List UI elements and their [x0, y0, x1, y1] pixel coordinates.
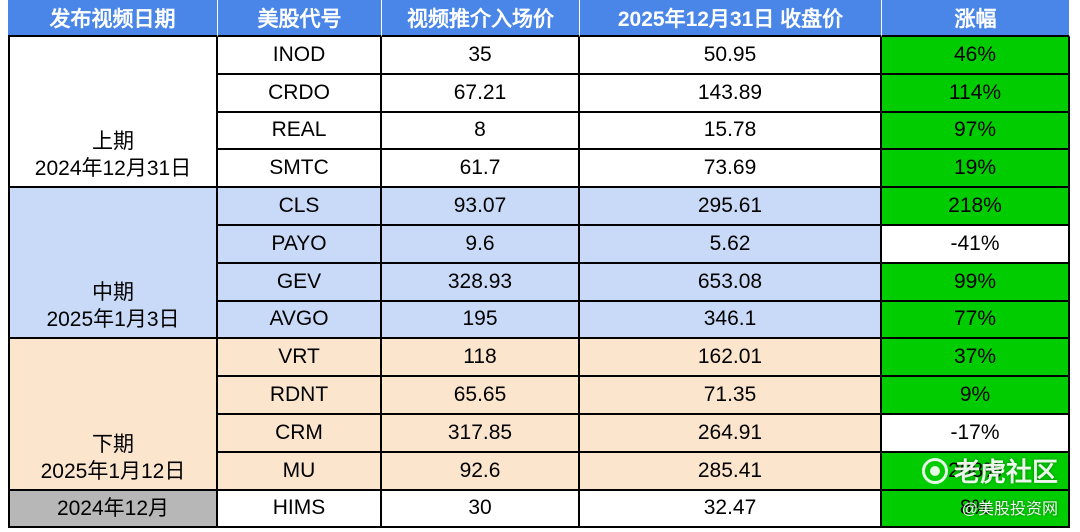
close-price-cell: 346.1: [580, 301, 882, 340]
header-entry-price: 视频推介入场价: [382, 0, 580, 37]
table-body: 上期 2024年12月31日 中期 2025年1月3日 下期 2025年1月12…: [8, 37, 1070, 532]
group-date: 2025年1月3日: [46, 308, 180, 332]
ticker-cell: CRM: [218, 414, 382, 453]
close-price-cell: 295.61: [580, 188, 882, 226]
ticker-cell: MU: [218, 452, 382, 491]
entry-price-cell: 8: [382, 112, 580, 151]
watermark-brand-text: 老虎社区: [953, 457, 1058, 487]
group-label: 中期: [92, 281, 134, 305]
table-row: INOD 35 50.95 46%: [218, 37, 1070, 75]
header-close-price: 2025年12月31日 收盘价: [580, 0, 882, 37]
change-cell: 97%: [882, 112, 1070, 151]
ticker-cell: VRT: [218, 339, 382, 378]
ticker-cell: CLS: [218, 188, 382, 226]
header-row: 发布视频日期 美股代号 视频推介入场价 2025年12月31日 收盘价 涨幅: [8, 0, 1070, 37]
header-ticker: 美股代号: [218, 0, 382, 37]
header-change: 涨幅: [882, 0, 1070, 37]
close-price-cell: 15.78: [580, 112, 882, 151]
entry-price-cell: 328.93: [382, 263, 580, 302]
table-row: CRDO 67.21 143.89 114%: [218, 74, 1070, 113]
close-price-cell: 73.69: [580, 150, 882, 189]
header-date: 发布视频日期: [8, 0, 218, 37]
change-cell: 46%: [882, 37, 1070, 75]
change-cell: 8%: [882, 490, 1070, 529]
close-price-cell: 50.95: [580, 37, 882, 75]
entry-price-cell: 93.07: [382, 188, 580, 226]
ticker-cell: SMTC: [218, 150, 382, 189]
table-row: VRT 118 162.01 37%: [218, 339, 1070, 378]
entry-price-cell: 30: [382, 490, 580, 529]
ticker-cell: CRDO: [218, 74, 382, 113]
ticker-cell: AVGO: [218, 301, 382, 340]
ticker-cell: RDNT: [218, 377, 382, 415]
close-price-cell: 5.62: [580, 225, 882, 264]
tiger-logo-icon: [921, 457, 948, 484]
group-cell-upper: 上期 2024年12月31日: [8, 37, 218, 189]
close-price-cell: 143.89: [580, 74, 882, 113]
entry-price-cell: 317.85: [382, 414, 580, 453]
change-cell: -17%: [882, 414, 1070, 453]
close-price-cell: 32.47: [580, 490, 882, 529]
entry-price-cell: 61.7: [382, 150, 580, 189]
entry-price-cell: 92.6: [382, 452, 580, 491]
table-row: GEV 328.93 653.08 99%: [218, 263, 1070, 302]
entry-price-cell: 67.21: [382, 74, 580, 113]
table-row: AVGO 195 346.1 77%: [218, 301, 1070, 340]
table-row: SMTC 61.7 73.69 19%: [218, 150, 1070, 189]
table-row: CRM 317.85 264.91 -17%: [218, 414, 1070, 453]
group-cell-extra: 2024年12月: [8, 490, 218, 529]
ticker-cell: GEV: [218, 263, 382, 302]
close-price-cell: 71.35: [580, 377, 882, 415]
group-date: 2025年1月12日: [40, 459, 186, 483]
watermark-brand: 老虎社区: [921, 452, 1058, 489]
stock-table: 发布视频日期 美股代号 视频推介入场价 2025年12月31日 收盘价 涨幅 上…: [8, 0, 1070, 532]
ticker-cell: INOD: [218, 37, 382, 75]
data-rows: INOD 35 50.95 46% CRDO 67.21 143.89 114% REAL 8 15…: [218, 37, 1070, 529]
table-row: RDNT 65.65 71.35 9%: [218, 377, 1070, 415]
change-cell: 77%: [882, 301, 1070, 340]
change-cell: 218%: [882, 188, 1070, 226]
close-price-cell: 162.01: [580, 339, 882, 378]
group-label: 上期: [92, 130, 134, 154]
entry-price-cell: 9.6: [382, 225, 580, 264]
group-cell-middle: 中期 2025年1月3日: [8, 188, 218, 340]
table-row: MU 92.6 285.41 208%: [218, 452, 1070, 491]
table-row: HIMS 30 32.47 8%: [218, 490, 1070, 529]
watermark-sub: @美股投资网: [961, 501, 1058, 518]
table-row: REAL 8 15.78 97%: [218, 112, 1070, 151]
table-row: CLS 93.07 295.61 218%: [218, 188, 1070, 226]
close-price-cell: 285.41: [580, 452, 882, 491]
group-date: 2024年12月31日: [34, 157, 192, 181]
change-cell: -41%: [882, 225, 1070, 264]
change-cell: 9%: [882, 377, 1070, 415]
entry-price-cell: 118: [382, 339, 580, 378]
change-cell: 37%: [882, 339, 1070, 378]
change-cell: 19%: [882, 150, 1070, 189]
close-price-cell: 264.91: [580, 414, 882, 453]
entry-price-cell: 195: [382, 301, 580, 340]
entry-price-cell: 65.65: [382, 377, 580, 415]
entry-price-cell: 35: [382, 37, 580, 75]
ticker-cell: HIMS: [218, 490, 382, 529]
group-cell-lower: 下期 2025年1月12日: [8, 339, 218, 491]
ticker-cell: PAYO: [218, 225, 382, 264]
change-cell: 208%: [882, 452, 1070, 491]
change-cell: 99%: [882, 263, 1070, 302]
group-date: 2024年12月: [56, 496, 170, 520]
table-row: PAYO 9.6 5.62 -41%: [218, 225, 1070, 264]
group-label: 下期: [92, 432, 134, 456]
change-cell: 114%: [882, 74, 1070, 113]
ticker-cell: REAL: [218, 112, 382, 151]
close-price-cell: 653.08: [580, 263, 882, 302]
